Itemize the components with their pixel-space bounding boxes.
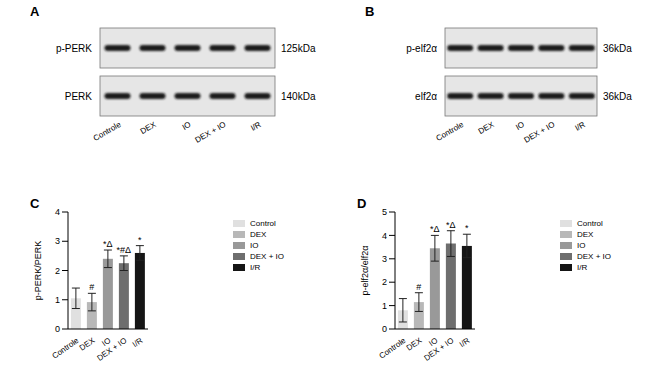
svg-text:3: 3 [55, 236, 60, 246]
svg-text:36kDa: 36kDa [603, 43, 632, 54]
svg-text:Controle: Controle [50, 336, 80, 361]
svg-text:PERK: PERK [65, 91, 93, 102]
svg-text:p-PERK: p-PERK [56, 43, 92, 54]
svg-text:140kDa: 140kDa [281, 91, 316, 102]
svg-text:DEX: DEX [477, 120, 496, 136]
svg-text:Controle: Controle [435, 120, 466, 143]
svg-text:B: B [365, 4, 374, 19]
svg-text:IO: IO [514, 120, 526, 132]
svg-text:1: 1 [382, 301, 387, 311]
svg-text:Controle: Controle [377, 336, 407, 361]
html-text:Control: Control [577, 219, 603, 228]
html-text:Control: Control [250, 219, 276, 228]
svg-text:1: 1 [55, 295, 60, 305]
svg-text:*: * [465, 223, 469, 233]
svg-text:DEX: DEX [78, 336, 97, 353]
html-text:DEX + IO: DEX + IO [250, 252, 284, 261]
svg-text:#: # [89, 282, 94, 292]
svg-text:0: 0 [55, 324, 60, 334]
svg-text:p-elf2α/elf2α: p-elf2α/elf2α [360, 246, 370, 296]
svg-text:I/R: I/R [249, 120, 263, 133]
svg-text:I/R: I/R [573, 120, 587, 133]
html-text:I/R: I/R [577, 263, 588, 272]
html-text:D: D [357, 196, 367, 211]
svg-text:125kDa: 125kDa [281, 43, 316, 54]
svg-text:elf2α: elf2α [415, 91, 437, 102]
svg-text:36kDa: 36kDa [603, 91, 632, 102]
html-text:DEX: DEX [250, 230, 267, 239]
svg-text:*Δ: *Δ [430, 224, 440, 234]
svg-text:#: # [416, 282, 421, 292]
svg-text:p-PERK/PERK: p-PERK/PERK [33, 241, 43, 301]
html-text:C: C [30, 196, 40, 211]
svg-text:Controle: Controle [92, 120, 123, 143]
svg-text:2: 2 [382, 277, 387, 287]
svg-text:4: 4 [55, 207, 60, 217]
svg-text:DEX + IO: DEX + IO [194, 120, 228, 145]
svg-text:*#Δ: *#Δ [117, 245, 132, 255]
svg-text:DEX + IO: DEX + IO [422, 336, 455, 363]
svg-text:A: A [30, 4, 40, 19]
svg-text:*Δ: *Δ [103, 239, 113, 249]
svg-text:2: 2 [55, 266, 60, 276]
svg-text:5: 5 [382, 207, 387, 217]
html-text:DEX + IO: DEX + IO [577, 252, 611, 261]
svg-text:DEX + IO: DEX + IO [95, 336, 128, 363]
svg-text:*Δ: *Δ [446, 220, 456, 230]
html-text:IO: IO [250, 241, 259, 250]
html-text:IO: IO [577, 241, 586, 250]
svg-text:DEX + IO: DEX + IO [522, 120, 556, 145]
html-text:DEX: DEX [577, 230, 594, 239]
svg-text:4: 4 [382, 231, 387, 241]
svg-text:DEX: DEX [139, 120, 158, 136]
svg-text:DEX: DEX [405, 336, 424, 353]
svg-text:0: 0 [382, 324, 387, 334]
svg-text:I/R: I/R [131, 336, 145, 349]
svg-text:p-elf2α: p-elf2α [406, 43, 437, 54]
html-text:I/R: I/R [250, 263, 261, 272]
svg-text:3: 3 [382, 254, 387, 264]
svg-text:I/R: I/R [458, 336, 472, 349]
svg-text:IO: IO [181, 120, 193, 132]
svg-text:*: * [138, 235, 142, 245]
